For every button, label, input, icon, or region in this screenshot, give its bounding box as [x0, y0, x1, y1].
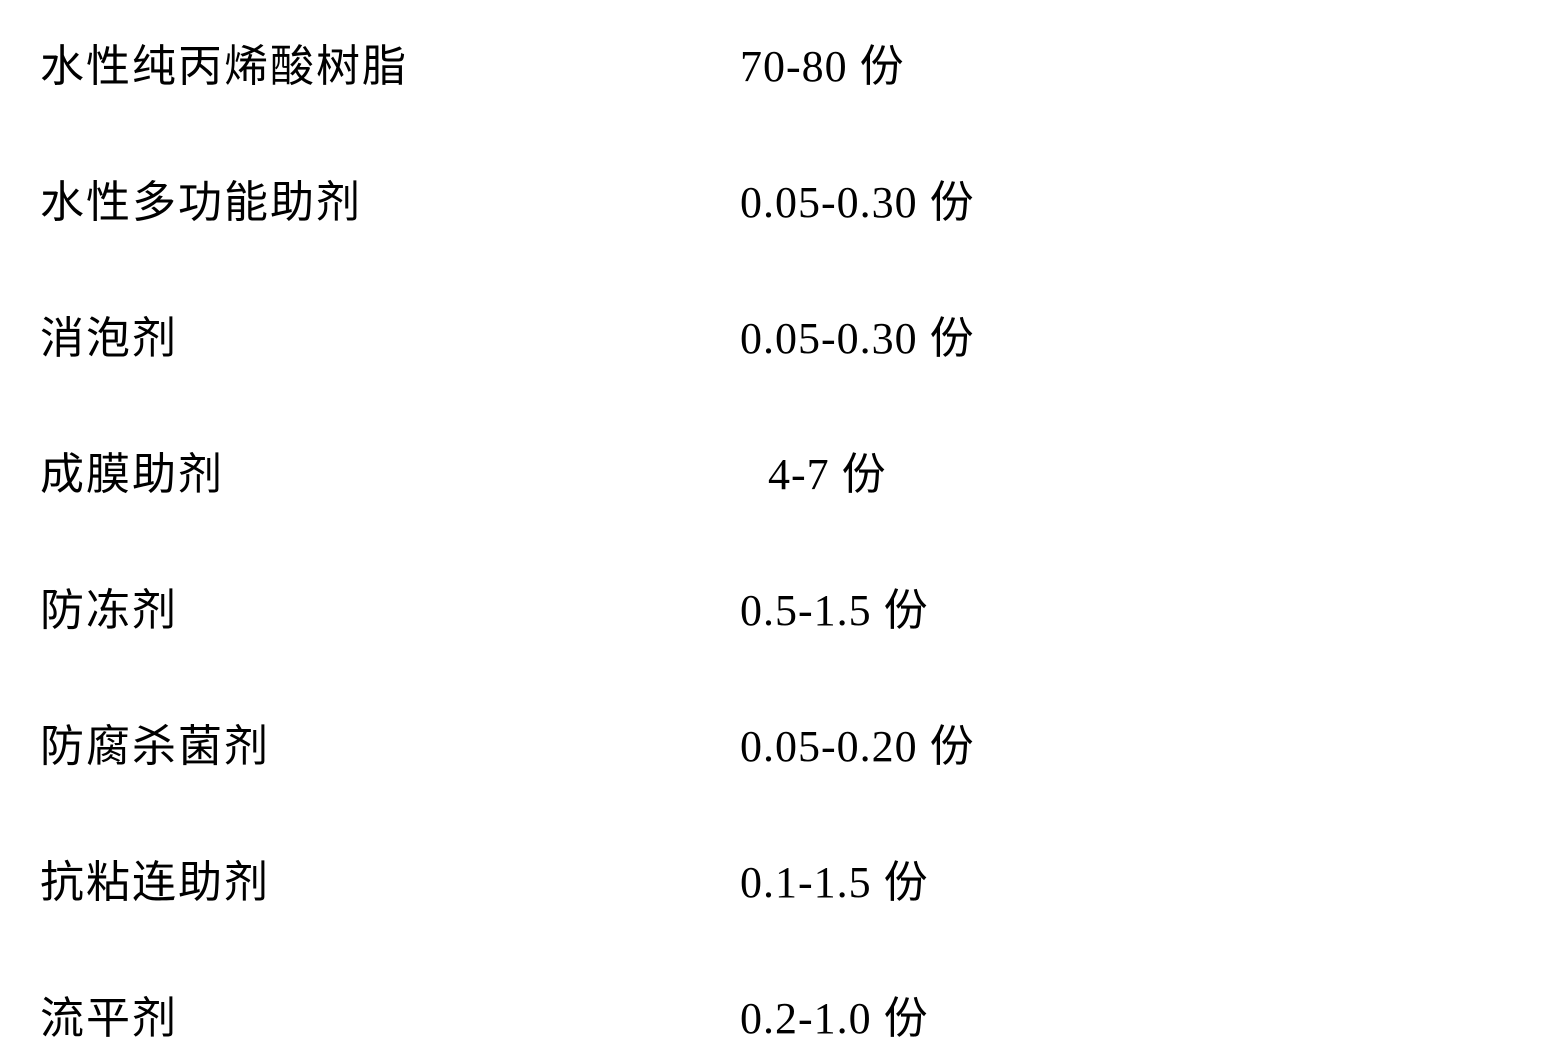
ingredient-label: 流平剂 — [40, 982, 740, 1046]
ingredient-label: 抗粘连助剂 — [40, 846, 740, 910]
ingredient-value: 0.05-0.30 份 — [740, 302, 975, 366]
ingredient-row: 水性纯丙烯酸树脂 70-80 份 — [40, 30, 1513, 94]
ingredient-row: 抗粘连助剂 0.1-1.5 份 — [40, 846, 1513, 910]
ingredient-row: 消泡剂 0.05-0.30 份 — [40, 302, 1513, 366]
ingredient-list: 水性纯丙烯酸树脂 70-80 份 水性多功能助剂 0.05-0.30 份 消泡剂… — [40, 30, 1513, 1046]
ingredient-value: 0.5-1.5 份 — [740, 574, 929, 638]
ingredient-value: 0.05-0.20 份 — [740, 710, 975, 774]
ingredient-row: 防腐杀菌剂 0.05-0.20 份 — [40, 710, 1513, 774]
ingredient-value: 0.1-1.5 份 — [740, 846, 929, 910]
ingredient-label: 水性纯丙烯酸树脂 — [40, 30, 740, 94]
ingredient-label: 防冻剂 — [40, 574, 740, 638]
ingredient-value: 4-7 份 — [740, 438, 887, 502]
ingredient-value: 70-80 份 — [740, 30, 905, 94]
ingredient-row: 水性多功能助剂 0.05-0.30 份 — [40, 166, 1513, 230]
ingredient-row: 流平剂 0.2-1.0 份 — [40, 982, 1513, 1046]
ingredient-label: 水性多功能助剂 — [40, 166, 740, 230]
ingredient-row: 成膜助剂 4-7 份 — [40, 438, 1513, 502]
ingredient-row: 防冻剂 0.5-1.5 份 — [40, 574, 1513, 638]
ingredient-value: 0.2-1.0 份 — [740, 982, 929, 1046]
ingredient-label: 成膜助剂 — [40, 438, 740, 502]
ingredient-label: 消泡剂 — [40, 302, 740, 366]
ingredient-label: 防腐杀菌剂 — [40, 710, 740, 774]
ingredient-value: 0.05-0.30 份 — [740, 166, 975, 230]
